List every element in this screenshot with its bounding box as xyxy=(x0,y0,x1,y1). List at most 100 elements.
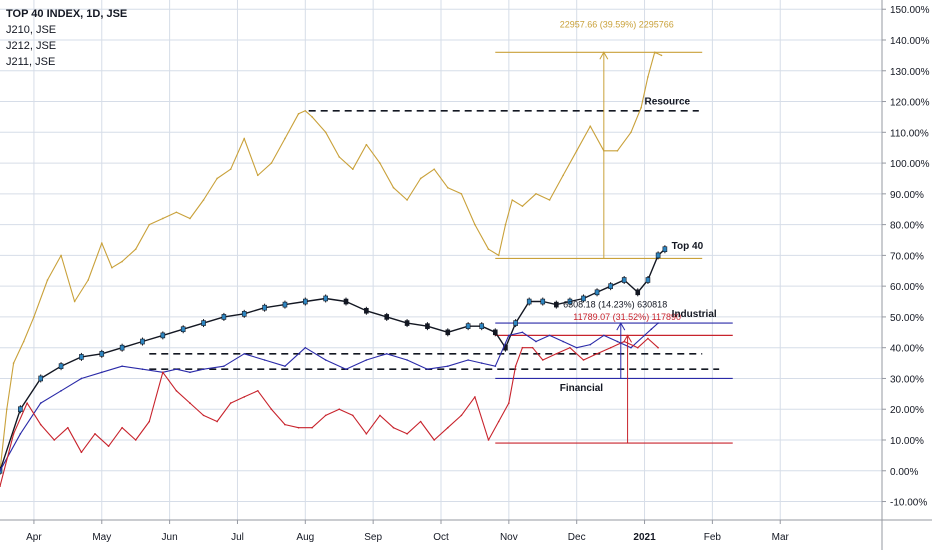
series-point-industrial-13 xyxy=(243,353,246,355)
series-point-resource-8 xyxy=(87,279,89,281)
series-point-financial-37 xyxy=(497,420,500,423)
series-point-financial-12 xyxy=(162,371,164,374)
series-point-industrial-5 xyxy=(100,371,103,374)
series-point-financial-13 xyxy=(175,389,178,392)
series-point-resource-14 xyxy=(162,217,164,220)
legend-symbol-j210: J210, JSE xyxy=(6,24,57,36)
series-point-financial-44 xyxy=(569,346,571,349)
legend-symbol-j212: J212, JSE xyxy=(6,40,57,52)
series-point-financial-7 xyxy=(94,433,96,435)
candle-body-32 xyxy=(581,295,586,302)
legend-symbol-j211: J211, JSE xyxy=(6,56,56,68)
series-point-industrial-20 xyxy=(385,353,388,355)
candle-body-5 xyxy=(99,351,105,357)
series-point-industrial-37 xyxy=(643,334,646,337)
series-point-financial-16 xyxy=(216,420,218,423)
x-axis: Apr May Jun Jul Aug Sep Oct Nov Dec 2021 Feb Mar xyxy=(26,520,790,543)
series-point-resource-13 xyxy=(148,223,151,226)
series-point-industrial-38 xyxy=(650,328,653,331)
series-line-industrial xyxy=(0,322,659,472)
series-point-resource-42 xyxy=(511,199,514,201)
series-point-resource-45 xyxy=(548,199,551,201)
y-tick-label-12: 30.00% xyxy=(890,374,924,385)
series-point-resource-1 xyxy=(5,408,8,411)
y-tick-label-15: 0.00% xyxy=(890,467,918,478)
annotation-label-6: Financial xyxy=(560,383,604,394)
series-point-financial-14 xyxy=(189,402,191,404)
legend: TOP 40 INDEX, 1D, JSE J210, JSE J212, JS… xyxy=(6,6,127,70)
series-point-resource-38 xyxy=(474,223,476,226)
series-point-resource-15 xyxy=(175,211,178,214)
series-point-resource-26 xyxy=(311,116,313,118)
candle-body-2 xyxy=(38,375,44,382)
series-point-resource-52 xyxy=(640,106,642,109)
series-point-resource-21 xyxy=(257,174,259,177)
candle-body-4 xyxy=(79,354,84,360)
candle-body-23 xyxy=(465,323,471,329)
candle-body-39 xyxy=(662,246,668,253)
series-point-industrial-7 xyxy=(141,368,144,371)
x-tick-label-11: Mar xyxy=(772,532,790,543)
series-point-resource-24 xyxy=(297,113,300,115)
y-tick-label-7: 80.00% xyxy=(890,221,924,232)
series-point-financial-20 xyxy=(270,408,273,411)
y-axis: 150.00% 140.00% 130.00% 120.00% 110.00% 100.0… xyxy=(882,5,930,509)
series-point-resource-39 xyxy=(487,248,490,251)
candle-body-16 xyxy=(323,295,328,302)
candle-body-29 xyxy=(540,298,546,305)
series-point-resource-23 xyxy=(284,137,286,140)
series-point-financial-35 xyxy=(474,396,476,398)
x-tick-label-7: Nov xyxy=(500,532,518,543)
series-point-industrial-31 xyxy=(562,340,564,343)
arrow-head-2 xyxy=(623,334,633,343)
x-tick-label-2: Jun xyxy=(162,532,178,543)
candle-body-10 xyxy=(201,320,206,326)
annotation-label-5: Industrial xyxy=(672,309,717,320)
series-point-financial-51 xyxy=(657,346,659,349)
series-point-resource-50 xyxy=(616,149,619,152)
x-tick-label-3: Jul xyxy=(231,532,244,543)
series-point-financial-6 xyxy=(80,451,83,454)
x-tick-label-8: Dec xyxy=(568,532,586,543)
series-point-financial-22 xyxy=(297,426,300,429)
y-tick-label-13: 20.00% xyxy=(890,405,924,416)
series-point-financial-41 xyxy=(531,346,534,349)
y-tick-label-3: 120.00% xyxy=(890,98,930,109)
series-point-resource-35 xyxy=(433,168,436,171)
series-point-industrial-9 xyxy=(175,368,178,371)
legend-title: TOP 40 INDEX, 1D, JSE xyxy=(6,8,128,20)
y-tick-label-0: 150.00% xyxy=(890,5,930,16)
series-point-resource-47 xyxy=(575,149,578,152)
series-point-industrial-34 xyxy=(603,334,605,337)
series-point-financial-34 xyxy=(460,414,463,417)
series-point-industrial-14 xyxy=(263,359,266,361)
candle-body-11 xyxy=(221,314,227,320)
series-point-industrial-35 xyxy=(616,340,619,343)
candle-body-27 xyxy=(513,320,518,326)
candle-body-31 xyxy=(567,298,573,305)
series-point-industrial-21 xyxy=(406,359,408,361)
candle-body-28 xyxy=(526,298,532,305)
series-point-industrial-11 xyxy=(202,368,205,371)
series-point-industrial-4 xyxy=(80,377,83,380)
series-point-resource-27 xyxy=(324,131,327,134)
series-point-industrial-39 xyxy=(657,322,659,324)
candle-body-22 xyxy=(445,329,451,336)
candle-body-3 xyxy=(58,363,64,369)
series-point-resource-18 xyxy=(216,177,218,180)
series-point-resource-7 xyxy=(73,300,76,303)
annotation-label-3: 6308.18 (14.23%) 630818 xyxy=(563,300,667,310)
candle-body-20 xyxy=(404,320,410,326)
series-point-financial-49 xyxy=(636,346,639,349)
series-point-resource-43 xyxy=(521,205,524,207)
series-point-financial-10 xyxy=(134,439,137,441)
series-point-financial-25 xyxy=(338,408,341,411)
series-point-industrial-29 xyxy=(535,340,537,343)
series-point-resource-33 xyxy=(406,199,408,201)
arrow-head-0 xyxy=(599,51,609,60)
series-point-industrial-1 xyxy=(19,433,22,435)
series-point-resource-46 xyxy=(562,174,564,177)
series-point-financial-11 xyxy=(148,420,151,423)
series-point-resource-22 xyxy=(270,162,273,164)
x-tick-label-0: Apr xyxy=(26,532,42,543)
